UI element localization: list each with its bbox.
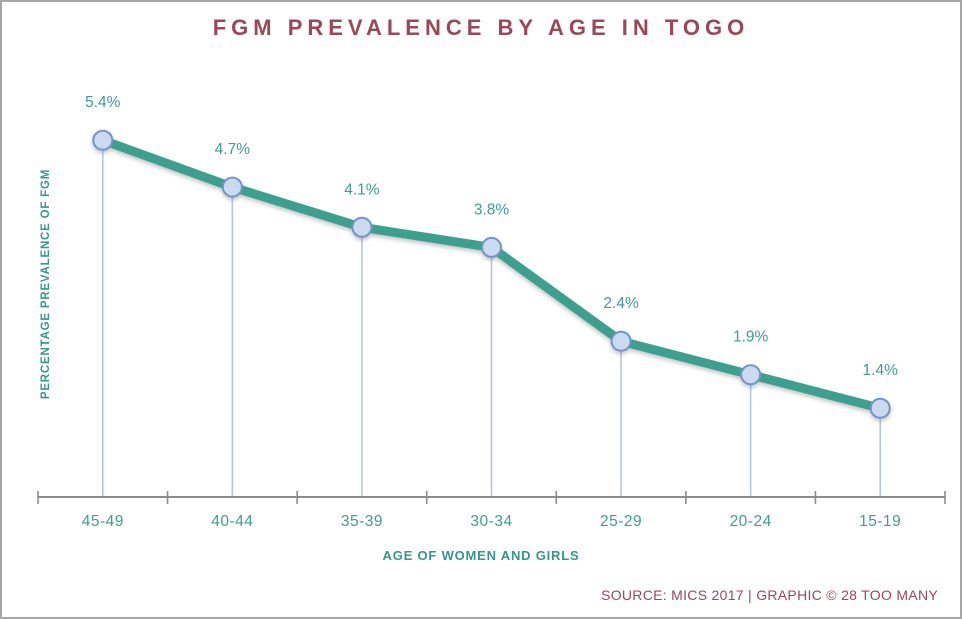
x-axis-tick-label: 15-19 xyxy=(859,513,901,530)
data-point-marker xyxy=(610,330,632,352)
data-point-label: 2.4% xyxy=(603,295,639,312)
x-axis-title: AGE OF WOMEN AND GIRLS xyxy=(382,548,580,563)
data-point-marker xyxy=(869,397,891,419)
data-point-marker xyxy=(481,236,502,258)
data-point-marker xyxy=(92,129,114,151)
data-point-label: 4.1% xyxy=(344,181,380,198)
x-axis-tick-label: 45-49 xyxy=(82,513,124,530)
data-point-marker xyxy=(351,216,373,238)
data-point-marker xyxy=(740,364,762,386)
source-credit: SOURCE: MICS 2017 | GRAPHIC © 28 TOO MAN… xyxy=(601,587,938,603)
x-axis-tick-label: 25-29 xyxy=(600,513,642,530)
x-axis-tick-label: 40-44 xyxy=(211,513,253,530)
x-axis-tick-label: 30-34 xyxy=(470,513,512,530)
data-series-group xyxy=(92,129,891,419)
data-point-label: 1.4% xyxy=(863,362,899,379)
data-point-marker xyxy=(221,176,243,198)
data-point-label: 4.7% xyxy=(215,141,251,158)
x-axis-tick-label: 35-39 xyxy=(341,513,383,530)
data-point-label: 5.4% xyxy=(85,94,121,111)
data-point-label: 3.8% xyxy=(474,201,510,218)
x-axis-tick-label: 20-24 xyxy=(730,513,772,530)
data-point-label: 1.9% xyxy=(733,329,769,346)
chart-title: FGM PREVALENCE BY AGE IN TOGO xyxy=(212,15,750,40)
